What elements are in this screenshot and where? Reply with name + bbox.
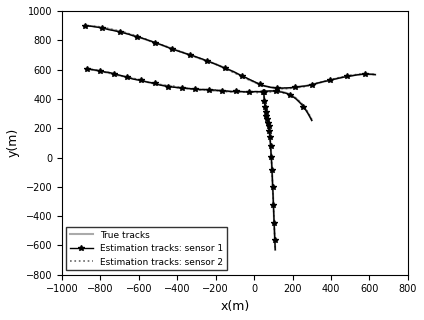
Legend: True tracks, Estimation tracks: sensor 1, Estimation tracks: sensor 2: True tracks, Estimation tracks: sensor 1… [67, 227, 226, 270]
X-axis label: x(m): x(m) [220, 300, 249, 313]
Y-axis label: y(m): y(m) [7, 128, 20, 157]
